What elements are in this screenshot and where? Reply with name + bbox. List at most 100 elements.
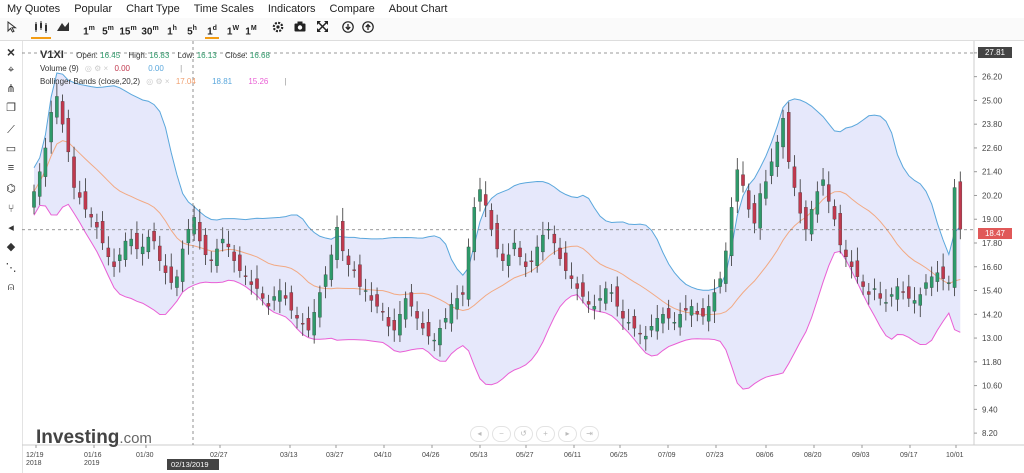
settings-icon[interactable]	[271, 21, 285, 37]
scroll-right-icon[interactable]: ▸	[558, 426, 577, 442]
drawing-tools-sidebar: × ⌖ ⋔ ❐ ⟋ ▭ ≡ ⌬ ⑂ ◂ ◆ ⋱ ⍝	[0, 41, 23, 473]
magnet-icon[interactable]: ⋔	[6, 83, 16, 95]
candle-body	[941, 266, 945, 279]
arrow-marker-icon[interactable]: ◂	[8, 222, 14, 234]
x-tick-label: 08/20	[804, 452, 822, 459]
visibility-toggle-icon[interactable]: ◎ ⚙ ×	[84, 64, 109, 73]
candle-body	[312, 312, 316, 336]
zoom-out-icon[interactable]: −	[492, 426, 511, 442]
candle-body	[83, 191, 88, 210]
candle-body	[764, 181, 768, 199]
y-tick-label: 22.60	[982, 144, 1003, 153]
candle-body	[581, 282, 585, 297]
reset-icon[interactable]: ↺	[514, 426, 533, 442]
bollinger-lower-line	[33, 203, 961, 390]
camera-icon[interactable]	[293, 21, 307, 37]
candle-body	[100, 221, 105, 244]
bollinger-lower-value: 15.26	[248, 77, 269, 86]
x-tick-label: 04/10	[374, 452, 392, 459]
x-tick-label: 07/23	[706, 452, 724, 459]
low-value: 16.13	[196, 51, 217, 60]
candle-body	[518, 247, 522, 258]
menu-item-indicators[interactable]: Indicators	[267, 3, 316, 15]
area-chart-icon[interactable]	[56, 21, 70, 37]
interval-1d[interactable]: 1d	[205, 21, 219, 39]
menu-item-compare[interactable]: Compare	[329, 3, 375, 15]
fibonacci-icon[interactable]: ⌬	[6, 183, 16, 195]
open-value: 16.45	[100, 51, 121, 60]
price-chart[interactable]: 27.4026.2025.0023.8022.6021.4020.2019.00…	[22, 41, 1024, 473]
candle-body	[872, 288, 877, 290]
text-annotation-icon[interactable]: ⍝	[7, 281, 15, 293]
candlestick-chart-icon[interactable]	[31, 21, 51, 39]
candle-body	[661, 314, 665, 324]
close-icon[interactable]: ×	[6, 44, 16, 60]
candle-body	[386, 317, 391, 327]
interval-1m[interactable]: 1m	[83, 25, 95, 38]
candle-body	[781, 118, 785, 148]
download-icon[interactable]	[341, 21, 355, 37]
upload-icon[interactable]	[361, 21, 375, 37]
symbol-label: V1XI	[40, 49, 64, 61]
candle-body	[666, 308, 671, 319]
scroll-left-icon[interactable]: ◂	[470, 426, 489, 442]
candle-body	[198, 222, 202, 242]
candle-body	[512, 242, 517, 250]
interval-5h[interactable]: 5h	[187, 25, 197, 38]
jump-to-end-icon[interactable]: ⇥	[580, 426, 599, 442]
candle-body	[729, 207, 734, 257]
crosshair-cursor-icon[interactable]: ⌖	[7, 64, 15, 76]
candle-body	[535, 246, 539, 266]
candle-body	[849, 261, 854, 267]
pattern-icon[interactable]: ⋱	[5, 262, 17, 274]
rectangle-icon[interactable]: ▭	[5, 143, 17, 155]
interval-30m[interactable]: 30m	[141, 25, 159, 38]
candle-body	[443, 318, 448, 323]
close-label: Close:	[224, 51, 248, 60]
menu-item-about-chart[interactable]: About Chart	[388, 3, 448, 15]
candle-body	[300, 323, 305, 325]
bollinger-legend: Bollinger Bands (close,20,2) ◎ ⚙ × 17.04…	[40, 77, 287, 86]
candle-body	[952, 187, 957, 288]
copy-icon[interactable]: ❐	[6, 102, 16, 114]
horizontal-line-icon[interactable]: ≡	[7, 162, 15, 174]
fullscreen-icon[interactable]	[315, 21, 329, 37]
x-tick-year-label: 2018	[26, 460, 42, 467]
trend-line-icon[interactable]: ⟋	[7, 124, 15, 136]
menu-item-time-scales[interactable]: Time Scales	[193, 3, 254, 15]
pitchfork-icon[interactable]: ⑂	[7, 203, 15, 215]
x-tick-label: 02/27	[210, 452, 228, 459]
candle-body	[295, 315, 299, 319]
interval-1h[interactable]: 1h	[167, 25, 177, 38]
candle-body	[947, 282, 951, 284]
candle-body	[878, 293, 882, 299]
open-label: Open:	[76, 51, 98, 60]
menu-item-my-quotes[interactable]: My Quotes	[7, 3, 61, 15]
candle-body	[809, 209, 814, 235]
volume-value-1: 0.00	[114, 64, 131, 73]
zoom-in-icon[interactable]: +	[536, 426, 555, 442]
candle-body	[255, 278, 259, 289]
candle-body	[249, 281, 254, 285]
candle-body	[689, 306, 694, 316]
interval-1W[interactable]: 1W	[226, 25, 240, 38]
bollinger-mid-value: 17.04	[175, 77, 196, 86]
candle-body	[741, 174, 745, 186]
interval-1M[interactable]: 1M	[245, 25, 257, 38]
candle-body	[569, 275, 574, 279]
interval-5m[interactable]: 5m	[102, 25, 114, 38]
crosshair-date-box	[167, 459, 219, 470]
visibility-toggle-icon[interactable]: ◎ ⚙ ×	[146, 77, 170, 86]
candle-body	[169, 266, 173, 283]
x-tick-label: 09/03	[852, 452, 870, 459]
menu-item-chart-type[interactable]: Chart Type	[126, 3, 180, 15]
candle-body	[615, 286, 619, 307]
shape-icon[interactable]: ◆	[6, 241, 16, 253]
menu-item-popular[interactable]: Popular	[74, 3, 113, 15]
cursor-icon[interactable]	[6, 20, 18, 37]
candle-body	[272, 296, 276, 301]
candle-body	[541, 234, 545, 253]
interval-15m[interactable]: 15m	[119, 25, 137, 38]
low-label: Low:	[177, 51, 195, 60]
candle-body	[792, 166, 797, 188]
